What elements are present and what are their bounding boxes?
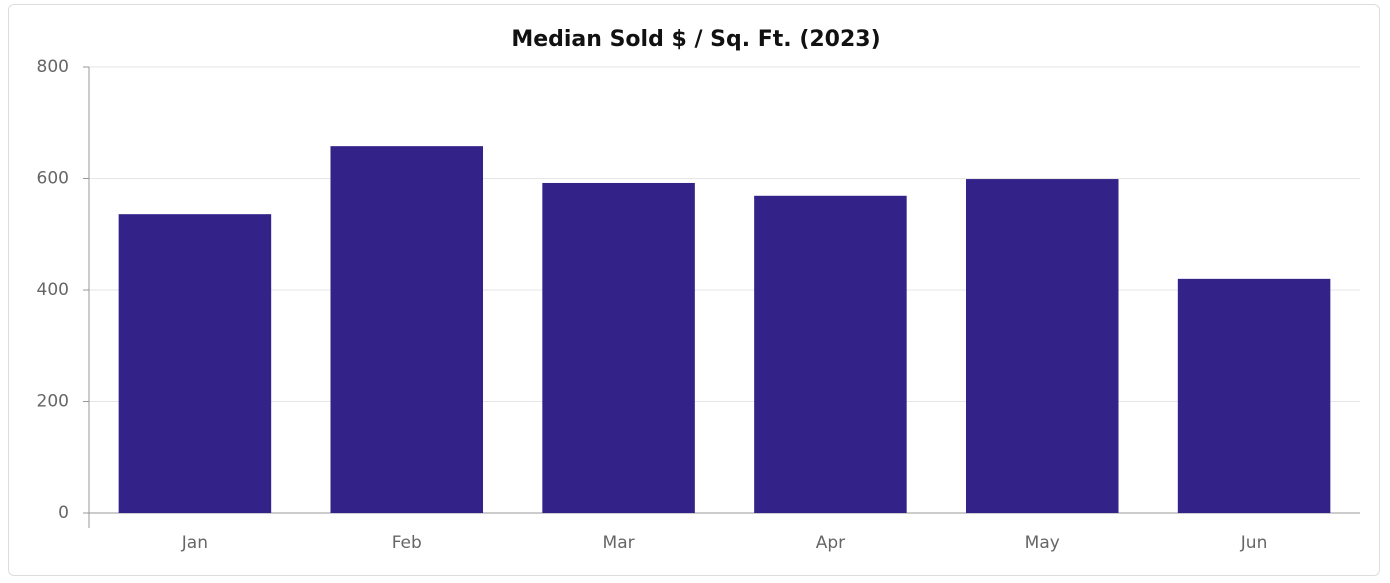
x-tick-label: May (1025, 533, 1060, 553)
bar (118, 214, 272, 513)
bar (542, 182, 695, 513)
chart-title: Median Sold $ / Sq. Ft. (2023) (511, 27, 880, 52)
x-tick-label: Jun (1240, 533, 1268, 553)
bar (965, 179, 1119, 513)
y-tick-label: 400 (37, 280, 69, 300)
y-tick-label: 0 (58, 503, 69, 523)
bar (330, 146, 484, 514)
bar (1177, 278, 1331, 513)
card (8, 4, 1380, 576)
y-tick-label: 800 (37, 57, 69, 77)
y-tick-label: 200 (37, 392, 69, 412)
x-tick-label: Jan (181, 533, 208, 553)
x-tick-label: Apr (816, 533, 845, 553)
x-tick-label: Mar (603, 533, 635, 553)
y-tick-label: 600 (37, 169, 69, 189)
x-tick-label: Feb (392, 533, 422, 553)
bar (754, 195, 907, 513)
